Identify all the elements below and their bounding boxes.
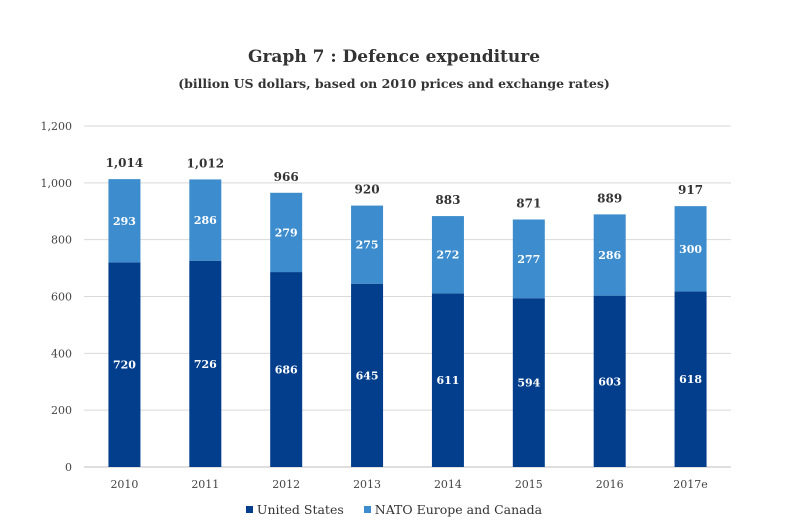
bar-nato-europe-canada-2014 xyxy=(431,216,464,294)
data-label-united-states-2015: 594 xyxy=(517,377,540,390)
data-label-nato-europe-canada-2016: 286 xyxy=(598,249,621,262)
total-label-2010: 1,014 xyxy=(106,156,144,170)
bar-united-states-2013 xyxy=(351,283,384,467)
data-label-nato-europe-canada-2010: 293 xyxy=(113,215,136,228)
data-label-nato-europe-canada-2017e: 300 xyxy=(679,243,702,256)
chart-subtitle: (billion US dollars, based on 2010 price… xyxy=(178,76,610,91)
data-label-nato-europe-canada-2012: 279 xyxy=(275,226,298,239)
data-label-united-states-2017e: 618 xyxy=(679,373,702,386)
bar-nato-europe-canada-2015 xyxy=(512,219,545,299)
bar-nato-europe-canada-2017e xyxy=(674,206,707,292)
x-tick-label-2012: 2012 xyxy=(272,478,300,491)
legend-item-nato-europe-canada: NATO Europe and Canada xyxy=(363,502,543,517)
bar-united-states-2012 xyxy=(270,272,303,467)
total-label-2015: 871 xyxy=(516,196,541,210)
bar-united-states-2017e xyxy=(674,291,707,467)
chart-area: 0 200 400 600 800 1,000 1,200 720 293 1,014 2010 72… xyxy=(41,120,731,491)
total-label-2016: 889 xyxy=(597,191,622,205)
data-label-nato-europe-canada-2013: 275 xyxy=(356,239,379,252)
y-tick-label-800: 800 xyxy=(51,234,72,247)
legend: United States NATO Europe and Canada xyxy=(0,501,788,517)
y-tick-label-600: 600 xyxy=(51,291,72,304)
bar-united-states-2011 xyxy=(189,260,222,467)
data-label-nato-europe-canada-2014: 272 xyxy=(436,249,459,262)
bar-united-states-2016 xyxy=(593,295,626,467)
y-tick-label-1200: 1,200 xyxy=(41,120,73,133)
x-tick-label-2015: 2015 xyxy=(515,478,543,491)
total-label-2014: 883 xyxy=(435,193,460,207)
bar-united-states-2010 xyxy=(108,262,141,467)
bar-nato-europe-canada-2012 xyxy=(270,192,303,273)
x-tick-label-2011: 2011 xyxy=(191,478,219,491)
data-label-united-states-2010: 720 xyxy=(113,359,136,372)
x-tick-label-2013: 2013 xyxy=(353,478,381,491)
y-tick-label-0: 0 xyxy=(65,461,72,474)
bar-nato-europe-canada-2010 xyxy=(108,179,141,263)
data-label-united-states-2016: 603 xyxy=(598,375,621,388)
legend-label-nato-europe-canada: NATO Europe and Canada xyxy=(374,502,543,517)
bar-united-states-2014 xyxy=(431,293,464,467)
data-label-united-states-2012: 686 xyxy=(275,364,298,377)
total-label-2012: 966 xyxy=(274,170,299,184)
data-label-nato-europe-canada-2011: 286 xyxy=(194,214,217,227)
bar-nato-europe-canada-2016 xyxy=(593,214,626,296)
data-label-united-states-2014: 611 xyxy=(436,374,459,387)
y-tick-label-400: 400 xyxy=(51,347,72,360)
legend-label-united-states: United States xyxy=(256,502,344,517)
total-label-2011: 1,012 xyxy=(187,156,225,170)
bar-nato-europe-canada-2013 xyxy=(351,205,384,284)
bar-united-states-2015 xyxy=(512,298,545,467)
x-tick-label-2010: 2010 xyxy=(110,478,138,491)
x-tick-label-2016: 2016 xyxy=(596,478,624,491)
x-tick-label-2014: 2014 xyxy=(434,478,462,491)
bar-nato-europe-canada-2011 xyxy=(189,179,222,261)
total-label-2017e: 917 xyxy=(678,183,703,197)
data-label-united-states-2011: 726 xyxy=(194,358,217,371)
y-tick-label-200: 200 xyxy=(51,404,72,417)
data-label-nato-europe-canada-2015: 277 xyxy=(517,253,540,266)
total-label-2013: 920 xyxy=(355,183,380,197)
y-tick-label-1000: 1,000 xyxy=(41,177,73,190)
legend-swatch-nato-europe-canada xyxy=(363,506,371,513)
chart-title: Graph 7 : Defence expenditure xyxy=(247,47,541,67)
legend-item-united-states: United States xyxy=(245,502,344,517)
legend-swatch-united-states xyxy=(245,506,253,513)
x-tick-label-2017e: 2017e xyxy=(673,478,708,491)
data-label-united-states-2013: 645 xyxy=(356,369,379,382)
